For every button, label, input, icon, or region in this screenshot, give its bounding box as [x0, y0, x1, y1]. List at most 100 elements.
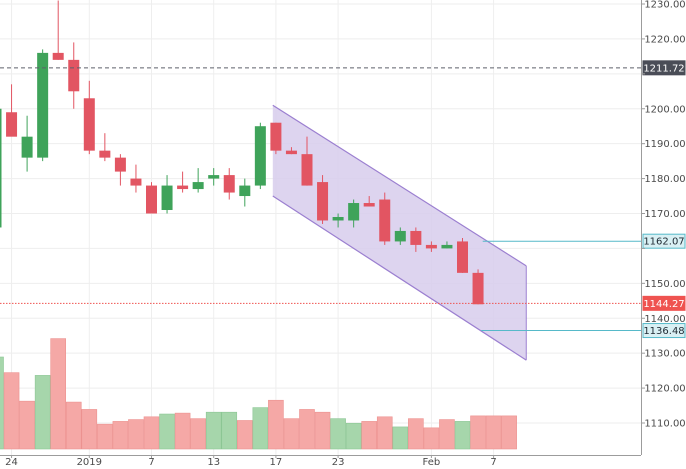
candle-body: [21, 136, 33, 158]
candle-body: [99, 150, 111, 158]
volume-bar: [65, 401, 82, 450]
candle-body: [192, 182, 204, 190]
x-tick-label: 23: [332, 457, 345, 468]
volume-bar: [34, 375, 51, 450]
y-tick-label: 1180.00: [644, 174, 685, 185]
volume-bar: [112, 421, 129, 450]
price-tag-label: 1162.07: [643, 237, 684, 248]
candle-body: [6, 112, 18, 137]
price-tag-channel-lower: [642, 323, 686, 339]
volume-bar: [159, 413, 175, 450]
volume-bar: [501, 415, 517, 450]
candle-body: [114, 157, 126, 172]
candle-body: [425, 244, 437, 249]
price-lines: [0, 67, 641, 332]
volume-bar: [81, 409, 98, 450]
volume-bar: [423, 427, 440, 450]
x-tick-label: 7: [148, 457, 154, 468]
candle-body: [0, 108, 2, 228]
volume-bar: [205, 411, 222, 450]
volume-bar: [97, 423, 113, 450]
candle-body: [317, 182, 329, 221]
candle-body: [254, 126, 266, 186]
candle-body: [410, 230, 422, 245]
candle-body: [83, 98, 95, 151]
x-tick-label: 13: [207, 457, 220, 468]
candle-body: [161, 185, 173, 211]
volume-bar: [392, 426, 409, 450]
volume-bar: [361, 421, 378, 450]
y-tick-label: 1140.00: [644, 314, 685, 325]
channel-upper-line: [272, 104, 527, 267]
x-tick-label: 17: [270, 457, 283, 468]
price-tag-channel-upper: [642, 233, 686, 249]
volume-bar: [221, 411, 238, 450]
volume-bar: [408, 418, 424, 450]
volume-bar: [314, 411, 331, 450]
volume-bar: [299, 409, 315, 450]
candle-body: [441, 244, 453, 249]
volume-bar: [128, 419, 144, 450]
price-tag-last-price: [642, 295, 686, 311]
volume-bars: [0, 338, 517, 450]
candlesticks: [0, 0, 484, 305]
volume-bar: [19, 400, 35, 450]
volume-bar: [0, 356, 4, 450]
price-tag-label: 1136.48: [643, 326, 684, 337]
y-tick-label: 1110.00: [644, 419, 685, 430]
candle-body: [177, 185, 189, 190]
candle-body: [239, 185, 251, 197]
candle-body: [394, 230, 406, 242]
candle-body: [68, 59, 80, 92]
x-tick-label: 24: [5, 457, 18, 468]
x-tick-label: Feb: [423, 457, 441, 468]
candle-body: [363, 203, 375, 207]
volume-bar: [237, 420, 253, 450]
price-tag-label: 1144.27: [643, 299, 684, 310]
candle-body: [52, 52, 64, 60]
volume-bar: [190, 418, 206, 450]
candle-body: [348, 203, 360, 221]
volume-bar: [376, 416, 393, 450]
y-tick-label: 1220.00: [644, 34, 685, 45]
candle-body: [285, 150, 297, 155]
candle-body: [472, 272, 484, 305]
y-tick-label: 1130.00: [644, 349, 685, 360]
candle-body: [270, 122, 282, 151]
volume-bar: [174, 412, 191, 450]
volume-bar: [143, 416, 160, 450]
candle-body: [208, 175, 220, 179]
volume-bar: [252, 407, 269, 450]
candle-body: [146, 185, 157, 214]
y-tick-label: 1200.00: [644, 104, 685, 115]
candle-body: [130, 178, 142, 186]
volume-bar: [330, 418, 346, 450]
candle-body: [379, 199, 391, 242]
y-tick-label: 1230.00: [644, 0, 685, 11]
y-tick-label: 1170.00: [644, 209, 685, 220]
candle-body: [301, 154, 313, 186]
candle-body: [457, 241, 468, 273]
x-tick-label: 2019: [77, 457, 102, 468]
y-tick-label: 1150.00: [644, 279, 685, 290]
volume-bar: [50, 338, 67, 450]
volume-bar: [268, 399, 284, 450]
y-tick-label: 1190.00: [644, 139, 685, 150]
price-tag-label: 1211.72: [643, 63, 684, 74]
price-tag-reference: [642, 60, 686, 76]
volume-bar: [485, 415, 502, 450]
volume-bar: [3, 372, 20, 450]
y-tick-label: 1120.00: [644, 384, 685, 395]
x-tick-label: 7: [490, 457, 496, 468]
candle-body: [223, 175, 235, 193]
channel-lower-line: [272, 195, 527, 361]
volume-bar: [439, 419, 455, 450]
candle-body: [332, 216, 344, 221]
candle-body: [37, 52, 49, 158]
volume-bar: [454, 421, 471, 450]
volume-bar: [345, 422, 362, 450]
volume-bar: [283, 418, 300, 450]
volume-bar: [470, 415, 486, 450]
